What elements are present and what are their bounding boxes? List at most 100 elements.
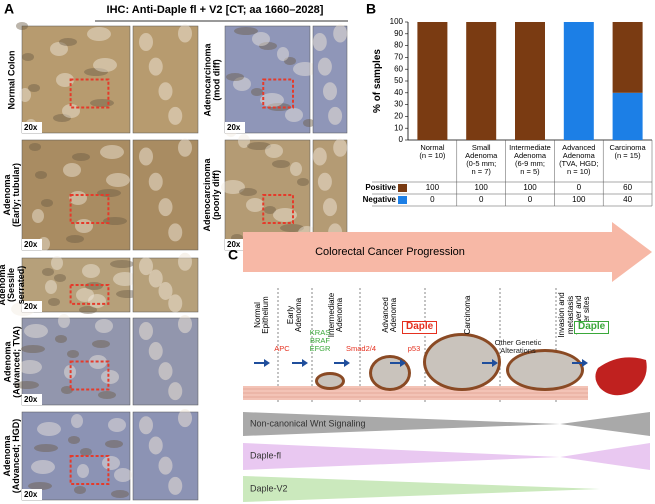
image-label: Adenocarcinoma (mod diff) [201,42,221,117]
bar-segment [515,22,545,140]
band-label: Daple-V2 [250,483,288,493]
region-box [69,455,110,485]
magnification: 20x [24,302,38,311]
tissue-texture [93,58,117,72]
tissue-texture [51,256,63,270]
image-label: Adenoma (Advanced; HGD) [1,418,21,494]
tissue-texture [68,436,80,444]
tissue-texture [148,269,163,288]
tissue-texture [277,47,289,61]
progression-step-arrow [390,359,406,367]
tissue-texture [106,173,130,187]
progression-step-arrow [292,359,308,367]
progression-step-arrow [572,359,588,367]
tissue-texture [59,38,77,46]
tissue-texture [28,482,52,490]
tissue-texture [168,476,183,495]
table-value: 0 [577,183,582,192]
tissue-texture [328,106,343,125]
tissue-texture [312,147,327,166]
region-box [69,78,110,109]
tissue-texture [178,138,192,157]
tissue-texture [72,153,90,161]
tissue-texture [139,147,153,166]
magnification: 20x [227,123,241,132]
tissue-texture [333,138,348,157]
tissue-texture [317,57,332,76]
legend-swatch [398,184,407,192]
tissue-texture [82,264,100,278]
tissue-texture [148,172,163,191]
tissue-texture [21,345,45,353]
tissue-texture [226,73,244,81]
region-box [69,194,110,224]
tissue-texture [28,84,40,92]
tissue-texture [37,422,61,436]
alteration-label: Smad2/4 [345,344,377,353]
tissue-texture [168,294,183,313]
tissue-texture [233,77,251,91]
x-tick-label: Normal (n = 10) [419,143,446,160]
tissue-texture [62,104,80,118]
progression-step-arrow [482,359,498,367]
y-tick-label: 70 [394,53,403,62]
tissue-texture [148,436,163,455]
alteration-label: KRAS BRAF EFGR [309,328,331,353]
band-label: Non-canonical Wnt Signaling [250,418,366,428]
histology-image [224,139,311,251]
tissue-texture [323,82,337,101]
tissue-texture [105,440,123,448]
tissue-texture [18,360,42,374]
magnification: 20x [227,240,241,249]
tissue-texture [88,294,106,308]
tissue-texture [148,342,163,361]
tissue-texture [31,460,55,474]
tissue-texture [19,88,31,102]
tumor [318,375,342,387]
tumor [509,352,581,388]
bar-segment [612,92,643,140]
tissue-texture [264,206,276,214]
alteration-label: Other Genetic Alterations [494,338,542,355]
tissue-texture [265,144,283,158]
tissue-texture [71,414,83,428]
table-value: 100 [523,183,537,192]
magnification-bg [22,301,42,312]
tissue-texture [87,27,111,41]
tissue-texture [41,199,53,207]
region-box [262,78,294,109]
tissue-texture [168,382,183,401]
tissue-texture [111,490,129,498]
tissue-texture [303,119,315,127]
image-label: Normal Colon [6,50,17,110]
alteration-label: Daple [574,321,610,334]
tissue-texture [148,57,163,76]
tissue-texture [238,134,250,148]
image-label: Adenocarcinoma (poorly diff) [201,158,221,232]
tissue-texture [260,93,284,107]
tissue-texture [234,27,258,35]
region-box [69,360,110,391]
alteration-label: Daple [402,321,438,334]
stage-label: Carcinoma [462,295,472,335]
stage-label: Invasion and metastasis to liver and oth… [557,292,592,338]
alteration-label: p53 [407,344,421,353]
tissue-texture [32,209,44,223]
table-value: 100 [426,183,440,192]
tissue-texture [80,448,92,456]
tissue-texture [53,114,71,122]
alteration-label: APC [274,344,290,353]
tissue-texture [285,108,303,122]
tissue-texture [113,272,137,286]
stage-label: Advanced Adenoma [380,297,398,333]
signaling-band [243,443,650,470]
magnification: 20x [24,240,38,249]
tissue-texture [290,162,302,176]
tissue-texture [293,62,317,76]
tissue-texture [158,281,173,300]
y-tick-label: 40 [394,88,403,97]
tissue-texture [251,88,263,96]
tissue-texture [272,160,290,168]
tissue-texture [75,219,93,233]
signaling-band [243,412,650,436]
